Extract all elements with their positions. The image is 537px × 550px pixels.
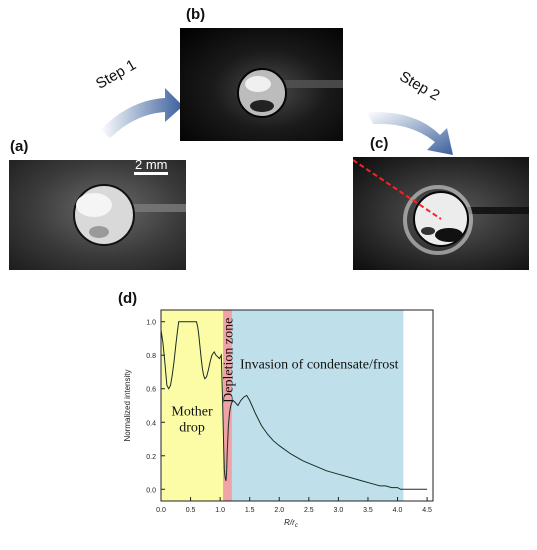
x-tick-label: 3.0 bbox=[334, 507, 344, 514]
droplet-image-a bbox=[73, 172, 186, 246]
x-tick-label: 0.0 bbox=[156, 507, 166, 514]
x-tick-label: 0.5 bbox=[186, 507, 196, 514]
region-label-mother-drop: Mother bbox=[171, 405, 213, 420]
y-tick-label: 0.6 bbox=[146, 387, 156, 394]
intensity-series-line bbox=[160, 321, 428, 490]
x-tick-label: 4.5 bbox=[422, 507, 432, 514]
droplet-image-c bbox=[353, 159, 529, 255]
panel-label-c: (c) bbox=[370, 135, 389, 152]
region-label-invasion: Invasion of condensate/frost bbox=[240, 358, 399, 373]
scale-bar-label: 2 mm bbox=[135, 160, 168, 172]
step2-arrow bbox=[367, 111, 453, 155]
photo-panel-c bbox=[353, 157, 529, 270]
x-tick-label: 1.0 bbox=[215, 507, 225, 514]
photo-panel-a: 2 mm bbox=[9, 160, 186, 270]
intensity-chart: 0.0 0.2 0.4 0.6 0.8 1.0 0.0 0.5 1.0 1.5 2.0 2.5 3.0 3… bbox=[123, 309, 434, 529]
region-band-1 bbox=[223, 310, 232, 501]
panel-label-a: (a) bbox=[10, 138, 29, 155]
region-label-mother-drop: drop bbox=[179, 421, 205, 436]
plot-frame bbox=[160, 309, 434, 502]
region-label-depletion-zone: Depletion zone bbox=[222, 318, 237, 403]
y-tick-label: 0.0 bbox=[146, 487, 156, 494]
y-tick-label: 1.0 bbox=[146, 320, 156, 327]
panel-label-b: (b) bbox=[186, 6, 206, 23]
photo-panel-b bbox=[180, 28, 343, 141]
step1-arrow bbox=[100, 88, 183, 138]
x-tick-label: 1.5 bbox=[245, 507, 255, 514]
x-tick-label: 2.5 bbox=[304, 507, 314, 514]
x-tick-label: 2.0 bbox=[274, 507, 284, 514]
y-tick-label: 0.4 bbox=[146, 420, 156, 427]
region-band-2 bbox=[231, 310, 404, 501]
y-axis-label: Normalized intensity bbox=[123, 369, 132, 441]
radial-profile-line bbox=[353, 159, 442, 220]
y-tick-label: 0.8 bbox=[146, 353, 156, 360]
x-axis-label: R/rc bbox=[284, 518, 298, 529]
region-band-0 bbox=[161, 310, 224, 501]
y-tick-label: 0.2 bbox=[146, 454, 156, 461]
x-tick-label: 4.0 bbox=[393, 507, 403, 514]
scale-bar-line bbox=[134, 172, 168, 175]
panel-label-d: (d) bbox=[118, 290, 138, 307]
x-tick-label: 3.5 bbox=[363, 507, 373, 514]
droplet-image-b bbox=[237, 68, 343, 118]
